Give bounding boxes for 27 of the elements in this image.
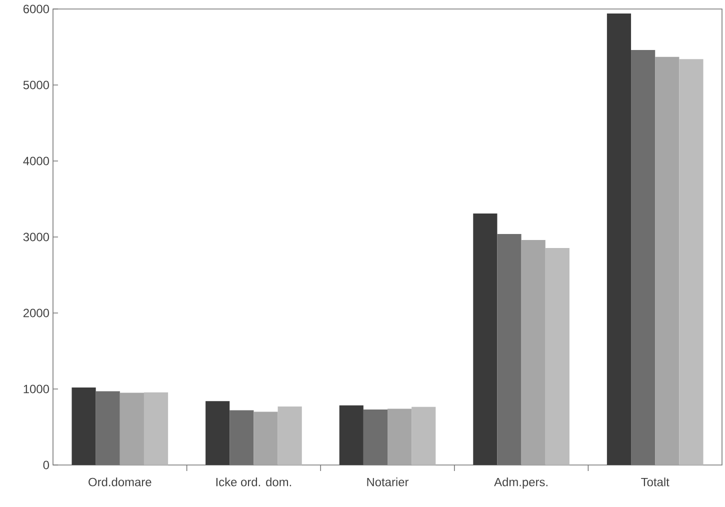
bar	[339, 405, 364, 465]
y-tick-label: 1000	[24, 384, 50, 394]
y-tick-label: 2000	[23, 308, 50, 318]
x-tick-label: Notarier	[367, 478, 409, 486]
bar	[388, 408, 412, 465]
bar	[412, 406, 436, 465]
bar	[606, 14, 632, 465]
bar	[206, 401, 230, 465]
y-tick-label: 6000	[23, 4, 50, 14]
bar	[278, 406, 302, 465]
x-tick-label: Icke ord. dom.	[216, 478, 292, 486]
y-tick-label: 5000	[23, 80, 50, 90]
bar	[679, 59, 704, 465]
x-tick-label: Ord.domare	[88, 478, 152, 486]
x-tick-label: Totalt	[641, 478, 670, 486]
bar	[144, 392, 168, 465]
bar	[473, 213, 498, 465]
bar	[545, 248, 570, 465]
bar	[521, 240, 546, 465]
y-tick-label: 0	[43, 460, 50, 470]
y-tick-label: 3000	[23, 232, 50, 242]
y-tick-label: 4000	[23, 156, 50, 166]
bar	[254, 412, 278, 465]
bar	[655, 56, 680, 465]
bar	[120, 392, 144, 465]
bar	[72, 387, 96, 465]
x-tick-label: Adm.pers.	[494, 478, 548, 489]
